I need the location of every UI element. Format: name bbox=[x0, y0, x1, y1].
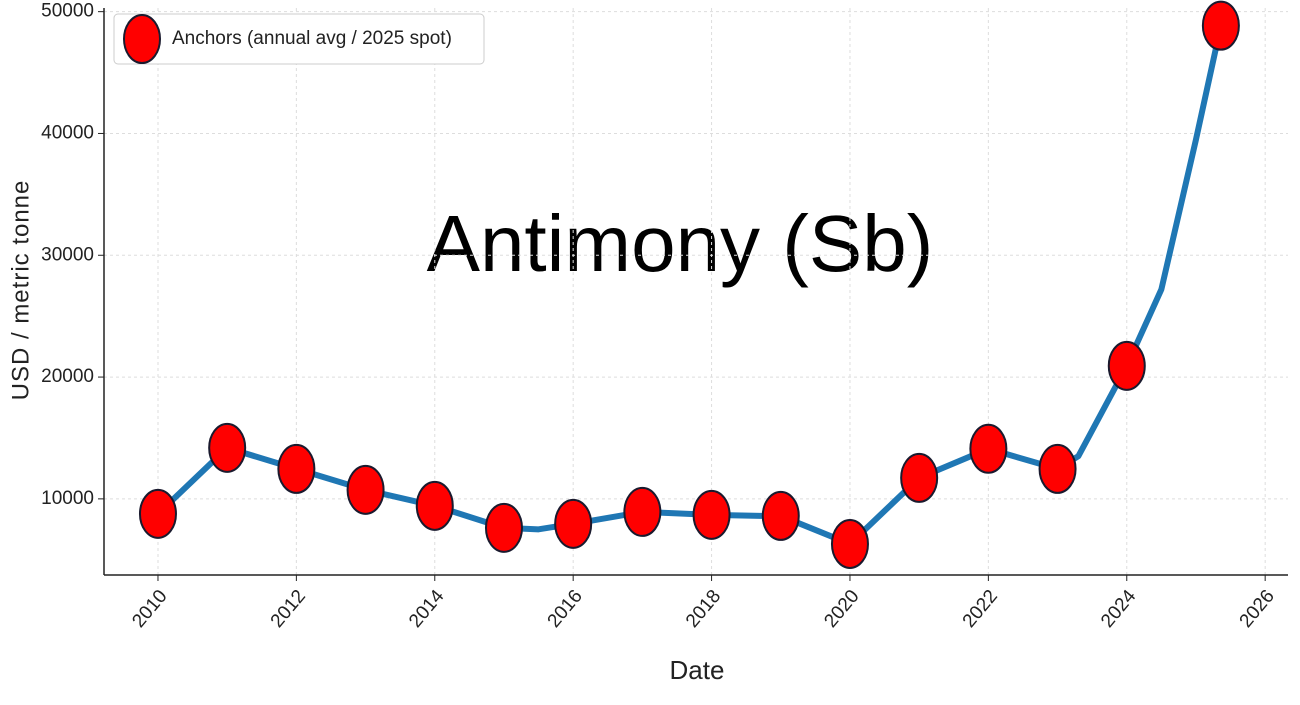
anchor-marker bbox=[623, 486, 662, 537]
x-tick-label: 2026 bbox=[1236, 586, 1279, 632]
legend-marker bbox=[123, 14, 161, 64]
y-tick-label: 50000 bbox=[41, 1, 94, 22]
legend: Anchors (annual avg / 2025 spot) bbox=[113, 13, 485, 65]
anchor-marker bbox=[415, 480, 454, 531]
price-line bbox=[155, 25, 1224, 547]
anchor-marker bbox=[484, 502, 523, 553]
x-tick-label: 2014 bbox=[405, 586, 449, 632]
anchor-marker bbox=[554, 498, 593, 549]
anchor-marker bbox=[138, 488, 177, 539]
anchor-marker bbox=[346, 464, 385, 515]
anchor-marker bbox=[1038, 443, 1077, 494]
legend-label: Anchors (annual avg / 2025 spot) bbox=[172, 28, 452, 49]
y-tick-label: 30000 bbox=[41, 244, 94, 265]
x-tick-label: 2010 bbox=[128, 586, 171, 632]
chart-title: Antimony (Sb) bbox=[427, 199, 934, 288]
x-tick-label: 2012 bbox=[267, 586, 310, 632]
x-tick-label: 2018 bbox=[682, 586, 725, 632]
legend-box bbox=[113, 13, 485, 65]
anchor-marker bbox=[1201, 0, 1240, 51]
anchor-marker bbox=[1107, 340, 1146, 391]
anchor-marker bbox=[277, 443, 316, 494]
y-axis-label: USD / metric tonne bbox=[7, 180, 34, 401]
y-tick-label: 10000 bbox=[41, 488, 94, 509]
anchor-marker bbox=[761, 490, 800, 541]
y-tick-label: 20000 bbox=[41, 366, 94, 387]
anchor-marker bbox=[208, 422, 247, 473]
anchor-marker bbox=[900, 452, 939, 503]
x-tick-label: 2024 bbox=[1097, 586, 1141, 632]
x-tick-label: 2016 bbox=[544, 586, 587, 632]
anchor-marker bbox=[830, 518, 869, 569]
y-tick-label: 40000 bbox=[41, 122, 94, 143]
anchor-marker bbox=[692, 489, 731, 540]
x-tick-label: 2022 bbox=[959, 586, 1002, 632]
x-axis-label: Date bbox=[670, 655, 725, 685]
anchor-marker bbox=[969, 423, 1008, 474]
x-tick-label: 2020 bbox=[820, 586, 863, 632]
